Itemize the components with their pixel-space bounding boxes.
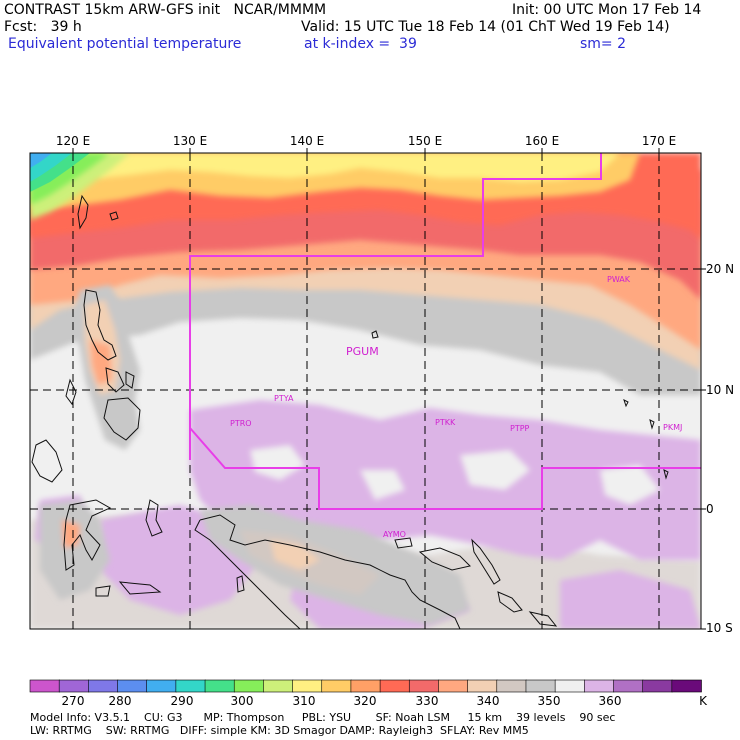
station-ptro: PTRO [230,419,252,428]
level-index: at k-index = 39 [304,36,417,52]
station-pwak: PWAK [607,275,631,284]
model-info-line2: LW: RRTMG SW: RRTMG DIFF: simple KM: 3D … [30,724,529,737]
colorbar-swatch [175,679,206,693]
lon-label-140e: 140 E [289,134,325,148]
colorbar-label-300: 300 [230,694,254,708]
colorbar-label-320: 320 [353,694,377,708]
colorbar-swatch [438,679,469,693]
colorbar [29,679,702,693]
map-frame [29,152,702,630]
station-ptkk: PTKK [435,418,456,427]
station-pgum: PGUM [346,345,379,358]
colorbar-label-340: 340 [476,694,500,708]
lat-label-0: 0 [706,502,714,516]
station-aymo: AYMO [383,530,406,539]
colorbar-swatch [58,679,90,693]
smoothing: sm= 2 [580,36,627,52]
init-time: Init: 00 UTC Mon 17 Feb 14 [512,2,702,18]
colorbar-swatch [525,679,556,693]
colorbar-swatch [554,679,586,693]
colorbar-swatch [233,679,265,693]
colorbar-swatch [350,679,381,693]
subdomain-boundary [189,153,602,460]
model-info-line1: Model Info: V3.5.1 CU: G3 MP: Thompson P… [30,711,616,724]
station-pkmj: PKMJ [663,423,682,432]
lon-label-160e: 160 E [524,134,560,148]
colorbar-swatch [408,679,440,693]
colorbar-label-270: 270 [61,694,85,708]
lon-label-130e: 130 E [172,134,208,148]
station-ptpp: PTPP [510,424,530,433]
lon-label-150e: 150 E [407,134,443,148]
colorbar-swatch [204,679,236,693]
theta-e-field [30,153,701,629]
lat-label-20n: 20 N [706,262,735,276]
colorbar-swatch [379,679,411,693]
lon-label-170e: 170 E [641,134,677,148]
colorbar-label-350: 350 [537,694,561,708]
colorbar-label-330: 330 [415,694,439,708]
colorbar-swatch [263,679,294,693]
lat-label-10n: 10 N [706,383,735,397]
lat-label-10s: 10 S [706,621,733,635]
colorbar-swatch [88,679,119,693]
station-ptya: PTYA [274,394,294,403]
colorbar-swatch [146,679,177,693]
colorbar-swatch [613,679,644,693]
colorbar-swatch [496,679,527,693]
colorbar-unit: K [699,694,707,708]
colorbar-label-290: 290 [170,694,194,708]
lon-label-120e: 120 E [55,134,91,148]
colorbar-swatch [292,679,323,693]
colorbar-swatch [467,679,498,693]
valid-time: Valid: 15 UTC Tue 18 Feb 14 (01 ChT Wed … [301,19,670,35]
field-name: Equivalent potential temperature [8,36,242,52]
colorbar-label-280: 280 [108,694,132,708]
graticule [30,153,701,629]
colorbar-swatch [117,679,148,693]
forecast-hour: Fcst: 39 h [4,19,82,35]
colorbar-swatch [321,679,352,693]
coastlines [31,194,669,629]
colorbar-swatch [583,679,615,693]
model-title: CONTRAST 15km ARW-GFS init NCAR/MMMM [4,2,327,18]
colorbar-label-310: 310 [292,694,316,708]
colorbar-label-360: 360 [598,694,622,708]
colorbar-swatch [29,679,60,693]
colorbar-swatch [642,679,673,693]
colorbar-swatch [671,679,702,693]
